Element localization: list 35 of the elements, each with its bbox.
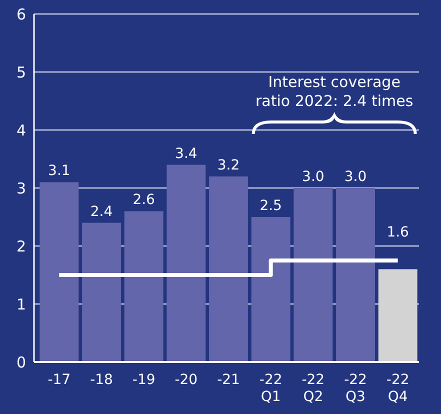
y-tick-label: 0 [16,353,26,372]
bar [294,188,333,362]
x-tick-label: -18 [90,372,113,388]
y-tick-label: 2 [16,237,26,256]
x-tick-label: -20 [174,372,198,388]
bar [336,188,375,362]
x-tick-label: -21 [217,372,240,388]
bar [82,222,121,362]
y-tick-label: 1 [16,295,26,314]
data-label: 1.6 [386,224,410,240]
x-tick-label: -19 [132,372,156,388]
data-label: 3.0 [302,169,324,185]
y-tick-label: 5 [16,63,26,82]
x-tick-label: -22 Q4 [386,372,410,405]
bar [166,164,206,362]
annotation: Interest coverage ratio 2022: 2.4 times [255,73,414,110]
x-tick-label: -17 [48,372,71,388]
data-label: 3.0 [344,169,367,185]
data-label: 2.5 [260,198,282,214]
bar [251,217,290,362]
x-tick-label: -22 Q2 [302,372,325,405]
bar [40,182,79,362]
data-label: 3.4 [175,146,198,162]
bar [378,269,418,362]
data-label: 3.1 [48,163,70,180]
data-label: 3.2 [217,157,240,174]
bar [124,211,164,362]
y-tick-label: 3 [16,179,26,198]
data-label: 2.6 [132,192,156,208]
bar [209,176,248,362]
x-tick-label: -22 Q3 [344,372,367,405]
y-tick-label: 6 [16,5,26,24]
x-tick-label: -22 Q1 [259,372,282,405]
y-tick-label: 4 [16,121,26,140]
data-label: 2.4 [90,204,113,220]
